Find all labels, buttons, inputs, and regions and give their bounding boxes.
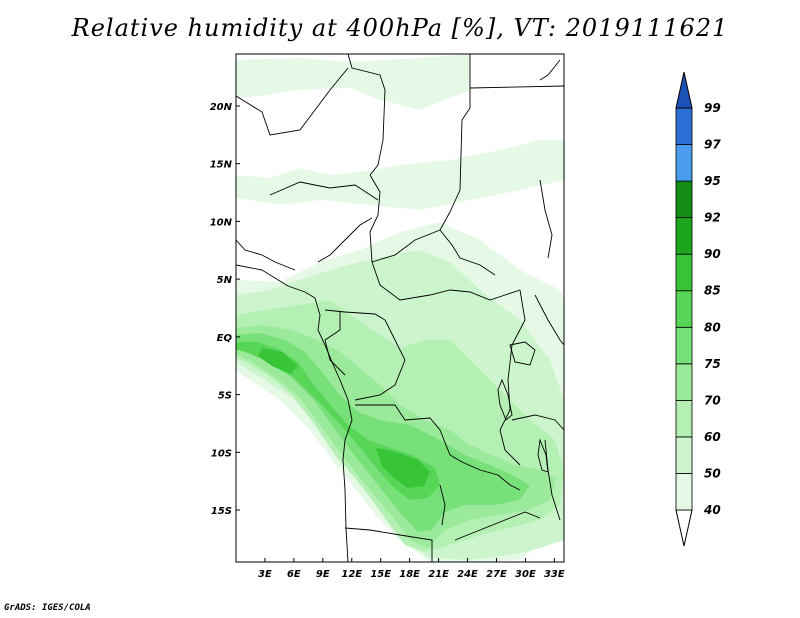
- border-car-north: [371, 229, 441, 263]
- border-angola-zambia: [439, 484, 446, 526]
- lon-tick-label: 18E: [399, 569, 420, 580]
- border-car-south: [371, 261, 521, 301]
- colorbar-segment: [675, 107, 693, 145]
- credit-text: GrADS: IGES/COLA: [4, 603, 91, 613]
- border-cameroon-south: [324, 309, 386, 321]
- nile-east: [539, 59, 561, 81]
- colorbar-segment: [675, 436, 693, 474]
- lat-tick-label: 15N: [210, 160, 233, 171]
- lon-tick-label: 9E: [316, 569, 330, 580]
- border-drc-angola: [355, 404, 463, 463]
- colorbar-segment: [675, 290, 693, 328]
- coastline-west: [236, 264, 353, 562]
- map-frame: [235, 53, 565, 563]
- colorbar-label: 99: [704, 101, 721, 115]
- lon-tick-label: 6E: [287, 569, 301, 580]
- border-zambia-zimbabwe: [454, 511, 541, 541]
- colorbar-label: 50: [704, 466, 721, 480]
- lake-victoria: [509, 341, 536, 366]
- lat-tick-label: 10N: [210, 217, 233, 228]
- lat-tick-label: 5S: [218, 391, 232, 402]
- lon-tick-label: 12E: [341, 569, 362, 580]
- lon-tick-label: 27E: [486, 569, 507, 580]
- lon-tick-label: 15E: [370, 569, 391, 580]
- colorbar-label: 75: [704, 357, 721, 371]
- border-gabon-congo: [324, 312, 346, 376]
- colorbar-label: 70: [704, 393, 721, 407]
- humidity-field: [236, 54, 564, 562]
- colorbar-label: 60: [704, 430, 721, 444]
- border-niger-chad: [369, 174, 381, 263]
- lat-tick-label: 5N: [217, 275, 233, 286]
- rh-region-90: [376, 448, 430, 488]
- colorbar-segment: [675, 473, 693, 511]
- lon-tick-label: 3E: [258, 569, 272, 580]
- border-algeria-libya: [347, 54, 386, 176]
- lat-axis: 20N 15N 10N 5N EQ 5S 10S 15S: [210, 102, 240, 517]
- colorbar-segment: [675, 326, 693, 365]
- colorbar-segment: [675, 363, 693, 401]
- border-drc-zambia: [461, 461, 521, 491]
- border-mali-niger: [236, 67, 349, 136]
- rh-region-50-sahel: [236, 140, 564, 210]
- chart-title: Relative humidity at 400hPa [%], VT: 201…: [71, 14, 729, 42]
- colorbar-segment: [675, 217, 693, 255]
- colorbar-min-arrow: [675, 509, 693, 547]
- colorbar-max-arrow: [675, 71, 693, 109]
- lat-tick-label: 15S: [211, 506, 232, 517]
- border-drc-east: [499, 289, 526, 466]
- border-nigeria-niger: [269, 181, 379, 201]
- colorbar-label: 85: [704, 284, 721, 298]
- border-congo-drc: [354, 319, 406, 401]
- lon-tick-label: 24E: [457, 569, 478, 580]
- border-uganda-kenya: [534, 294, 564, 346]
- colorbar-segment: [675, 399, 693, 438]
- rh-region-90-b: [258, 348, 298, 374]
- colorbar: 40 50 60 70 75 80 85 90 92 95 97 99: [675, 71, 721, 547]
- border-egypt-sudan: [469, 85, 564, 89]
- border-libya-egypt: [449, 54, 471, 213]
- colorbar-label: 90: [704, 247, 721, 261]
- coastline-gulf: [236, 239, 296, 271]
- colorbar-segment: [675, 180, 693, 219]
- lon-axis: 3E 6E 9E 12E 15E 18E 21E 24E 27E 30E 33E: [258, 558, 565, 580]
- country-borders: [236, 54, 564, 562]
- rh-region-50-north: [236, 54, 470, 110]
- lat-tick-label: 20N: [210, 102, 233, 113]
- lon-tick-label: 21E: [428, 569, 449, 580]
- colorbar-segment: [675, 253, 693, 292]
- colorbar-label: 97: [704, 138, 721, 152]
- border-sudan-ethiopia: [539, 179, 553, 259]
- lon-tick-label: 33E: [544, 569, 565, 580]
- lat-tick-label: 10S: [211, 448, 232, 459]
- border-tanzania: [511, 414, 564, 431]
- colorbar-label: 40: [703, 503, 721, 517]
- lake-malawi: [537, 438, 549, 473]
- colorbar-segment: [675, 144, 693, 182]
- border-angola-namibia: [344, 527, 433, 562]
- lake-tanganyika: [497, 378, 513, 421]
- border-malawi-mozambique: [544, 439, 561, 521]
- colorbar-label: 92: [704, 211, 721, 225]
- border-nigeria-cameroon: [317, 217, 373, 263]
- colorbar-label: 95: [704, 174, 721, 188]
- colorbar-label: 80: [704, 320, 721, 334]
- lat-tick-label: EQ: [217, 333, 233, 344]
- lon-tick-label: 30E: [515, 569, 536, 580]
- border-chad-sudan: [439, 211, 496, 276]
